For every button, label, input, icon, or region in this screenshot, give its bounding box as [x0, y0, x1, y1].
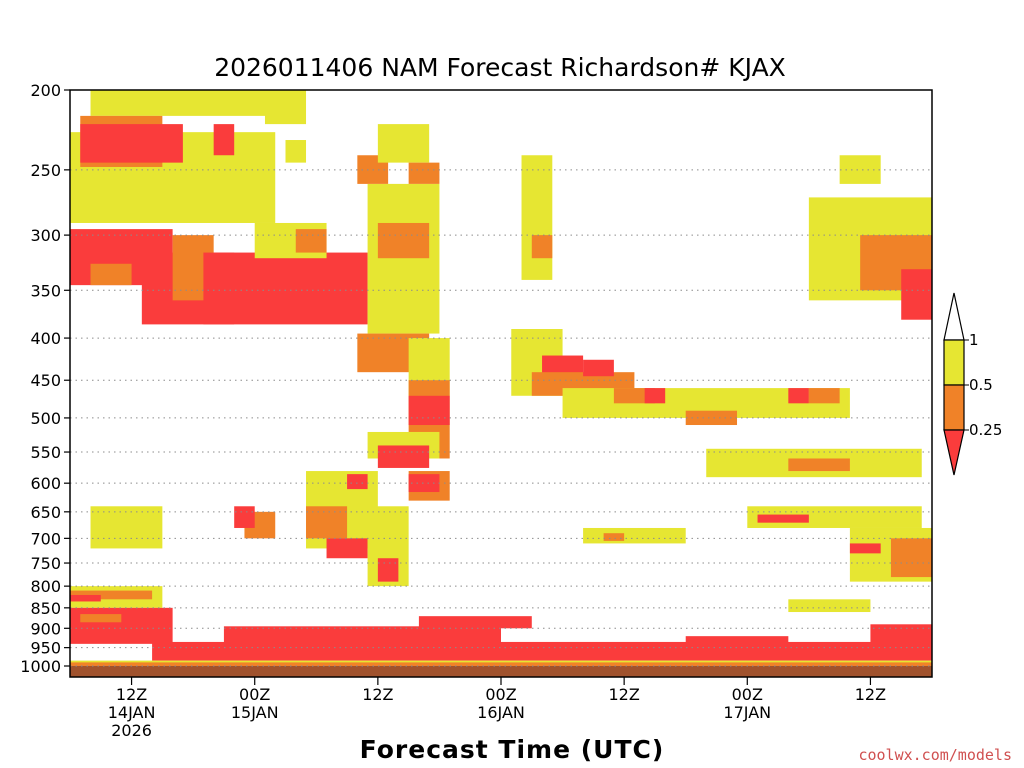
- y-tick-label-800: 800: [30, 577, 61, 596]
- ri-cell-ri_lt_0.25: [326, 538, 368, 559]
- x-axis-label: Forecast Time (UTC): [360, 735, 665, 764]
- y-tick-label-400: 400: [30, 329, 61, 348]
- y-tick-label-350: 350: [30, 281, 61, 300]
- x-tick-label: 00Z: [239, 685, 270, 704]
- ri-cell-ri_lt_0.25: [583, 359, 614, 377]
- x-tick-label: 17JAN: [723, 703, 771, 722]
- y-tick-label-250: 250: [30, 161, 61, 180]
- colorbar-bottom-arrow: [943, 429, 965, 476]
- colorbar-band-0.5-1: [943, 339, 965, 386]
- y-axis: 200 250 300 350 400 450 500 550 600 650 700 750 800 8…: [20, 81, 70, 676]
- ri-cell-ri_lt_0.25: [234, 506, 255, 528]
- ri-cell-ri_0.25_0.5: [788, 458, 850, 472]
- ri-cell-ri_0.25_0.5: [80, 614, 122, 623]
- ri-cell-ri_0.25_0.5: [70, 662, 932, 666]
- y-tick-label-450: 450: [30, 371, 61, 390]
- ri-cell-ri_0.25_0.5: [70, 590, 153, 600]
- ri-cell-ri_0.25_0.5: [377, 222, 430, 259]
- y-tick-label-550: 550: [30, 443, 61, 462]
- ri-cell-ri_lt_0.25: [347, 474, 368, 490]
- colorbar: 1 0.5 0.25: [943, 292, 1002, 476]
- ri-cell-ri_lt_0.25: [408, 395, 450, 426]
- ri-cell-ri_0.25_0.5: [890, 538, 932, 578]
- ri-cell-ri_lt_0.25: [377, 445, 430, 468]
- ri-cell-ri_0.25_0.5: [531, 235, 553, 259]
- y-tick-label-700: 700: [30, 529, 61, 548]
- ri-cell-ri_0.5_1: [90, 90, 276, 116]
- ri-cell-ri_0.5_1: [583, 527, 686, 544]
- x-tick-label: 15JAN: [231, 703, 279, 722]
- x-tick-label: 2026: [111, 721, 152, 740]
- colorbar-label-1: 1: [969, 331, 979, 349]
- ri-cell-ri_lt_0.25: [408, 474, 440, 493]
- ri-cell-ri_0.25_0.5: [90, 263, 132, 286]
- chart-title: 2026011406 NAM Forecast Richardson# KJAX: [214, 53, 786, 82]
- x-tick-label: 00Z: [485, 685, 516, 704]
- ri-cell-ri_lt_0.25: [849, 543, 881, 554]
- ri-cell-ri_0.25_0.5: [306, 506, 348, 539]
- x-tick-label: 12Z: [116, 685, 147, 704]
- ri-cell-ri_lt_0.25: [213, 124, 235, 156]
- ri-cell-ri_0.5_1: [521, 155, 553, 280]
- ground-surface: [70, 666, 932, 677]
- gridlines: [70, 169, 932, 667]
- ri-cell-ri_lt_0.25: [870, 624, 932, 652]
- y-tick-label-500: 500: [30, 409, 61, 428]
- colorbar-label-0.25: 0.25: [969, 421, 1002, 439]
- y-tick-label-200: 200: [30, 81, 61, 100]
- ri-cell-ri_lt_0.25: [70, 594, 101, 602]
- x-tick-label: 16JAN: [477, 703, 525, 722]
- colorbar-label-0.5: 0.5: [969, 376, 993, 394]
- y-tick-label-1000: 1000: [20, 657, 61, 676]
- colorbar-band-0.25-0.5: [943, 384, 965, 431]
- ri-cell-ri_0.25_0.5: [685, 410, 738, 426]
- ri-cell-ri_0.25_0.5: [808, 388, 840, 404]
- ri-cell-ri_lt_0.25: [788, 388, 809, 404]
- ri-cell-ri_lt_0.25: [901, 269, 932, 320]
- y-tick-label-750: 750: [30, 554, 61, 573]
- ri-cell-ri_0.25_0.5: [295, 229, 327, 253]
- credit-text: coolwx.com/models: [858, 746, 1012, 764]
- ri-cell-ri_lt_0.25: [418, 616, 532, 629]
- ri-cell-ri_lt_0.25: [203, 252, 368, 325]
- x-tick-label: 00Z: [732, 685, 763, 704]
- ri-cell-ri_0.5_1: [367, 183, 440, 334]
- ri-cell-ri_0.25_0.5: [603, 533, 625, 541]
- data-cells: [70, 90, 933, 666]
- x-tick-label: 14JAN: [108, 703, 156, 722]
- ri-cell-ri_0.25_0.5: [408, 162, 440, 184]
- y-tick-label-300: 300: [30, 226, 61, 245]
- ri-cell-ri_0.5_1: [264, 90, 307, 125]
- ri-cell-ri_lt_0.25: [685, 636, 789, 652]
- x-tick-label: 12Z: [855, 685, 886, 704]
- x-tick-label: 12Z: [608, 685, 639, 704]
- ri-cell-ri_lt_0.25: [80, 124, 183, 163]
- y-tick-label-650: 650: [30, 503, 61, 522]
- y-tick-label-950: 950: [30, 639, 61, 658]
- ri-cell-ri_0.5_1: [788, 599, 871, 613]
- ri-cell-ri_lt_0.25: [377, 558, 399, 582]
- ri-cell-ri_lt_0.25: [757, 514, 809, 523]
- ri-cell-ri_lt_0.25: [70, 607, 173, 644]
- ri-cell-ri_0.5_1: [90, 506, 163, 549]
- y-tick-label-850: 850: [30, 599, 61, 618]
- ri-cell-ri_lt_0.25: [223, 626, 501, 646]
- x-tick-label: 12Z: [362, 685, 393, 704]
- ri-cell-ri_0.5_1: [285, 140, 307, 163]
- ri-cell-ri_lt_0.25: [644, 388, 666, 404]
- ri-cell-ri_0.5_1: [377, 124, 430, 163]
- y-tick-label-900: 900: [30, 619, 61, 638]
- y-tick-label-600: 600: [30, 474, 61, 493]
